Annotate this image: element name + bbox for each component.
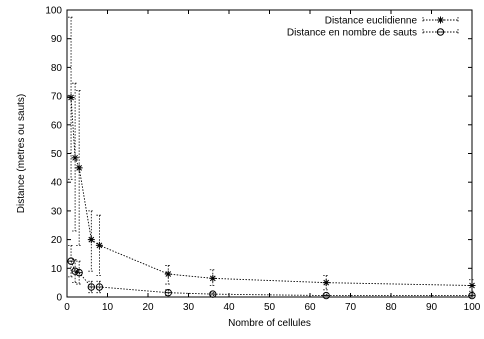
- data-point: [71, 154, 79, 162]
- series-line: [70, 97, 473, 286]
- data-point: [209, 290, 217, 298]
- x-tick-label: 20: [142, 302, 154, 313]
- data-point: [95, 283, 104, 291]
- data-point: [322, 291, 330, 300]
- data-point: [71, 267, 79, 275]
- plot-frame: [66, 9, 473, 298]
- series-1: [67, 244, 476, 300]
- y-tick-label: 80: [51, 63, 63, 74]
- series-layer: [67, 16, 476, 300]
- x-tick-label: 70: [345, 302, 357, 313]
- error-bar: [469, 279, 475, 292]
- plot-border: [66, 9, 473, 298]
- error-bar: [88, 280, 95, 294]
- y-tick-label: 20: [51, 235, 63, 246]
- data-point: [67, 257, 75, 265]
- error-bar: [76, 260, 83, 285]
- y-tick-label: 50: [51, 149, 63, 160]
- series-0: [67, 16, 476, 292]
- y-tick-label: 30: [51, 206, 63, 217]
- data-point: [468, 291, 476, 300]
- data-point: [322, 279, 330, 287]
- error-bar: [209, 269, 216, 286]
- data-point: [67, 94, 75, 102]
- legend-label: Distance en nombre de sauts: [287, 28, 417, 39]
- y-tick-label: 60: [51, 120, 63, 131]
- legend-label: Distance euclidienne: [325, 16, 418, 27]
- data-point: [87, 236, 95, 244]
- x-tick-label: 90: [426, 302, 438, 313]
- y-axis-label: Distance (metres ou sauts): [16, 94, 27, 214]
- x-tick-label: 50: [264, 302, 276, 313]
- y-tick-label: 40: [51, 178, 63, 189]
- y-tick-label: 100: [45, 6, 62, 17]
- error-bar: [72, 82, 79, 232]
- x-tick-label: 80: [385, 302, 397, 313]
- error-bar: [96, 280, 103, 294]
- axis-ticks: 0 10 20 30 40 50 60 70 80 90 100 0 10 20 30 40 50 60 70 80 9…: [45, 6, 480, 314]
- data-point: [164, 270, 172, 278]
- y-tick-label: 90: [51, 34, 63, 45]
- x-tick-label: 0: [64, 302, 70, 313]
- data-point: [164, 288, 172, 297]
- error-bar: [76, 89, 83, 246]
- data-point: [468, 282, 476, 290]
- y-tick-label: 10: [51, 264, 63, 275]
- data-point: [95, 241, 103, 249]
- x-tick-label: 100: [464, 302, 481, 313]
- y-tick-label: 0: [56, 293, 62, 304]
- x-axis-label: Nombre of cellules: [228, 318, 311, 329]
- series-line: [70, 260, 472, 297]
- x-tick-label: 10: [102, 302, 114, 313]
- x-tick-label: 40: [223, 302, 235, 313]
- error-bar: [72, 259, 79, 284]
- legend-marker: [437, 16, 444, 24]
- data-point: [75, 164, 83, 172]
- x-tick-label: 60: [304, 302, 316, 313]
- data-point: [87, 283, 96, 291]
- y-tick-label: 70: [51, 92, 63, 103]
- legend-marker: [436, 28, 445, 36]
- data-point: [75, 268, 83, 277]
- x-tick-label: 30: [183, 302, 195, 313]
- data-point: [209, 274, 217, 282]
